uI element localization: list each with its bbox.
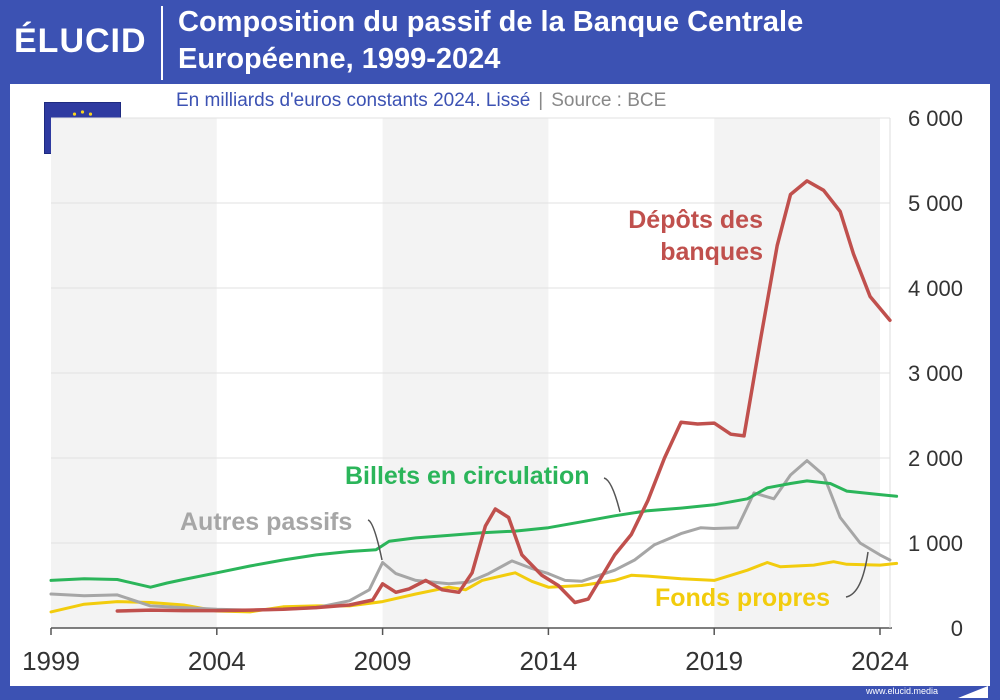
series-label-autres-passifs: Autres passifs [180, 508, 352, 536]
header: ÉLUCID Composition du passif de la Banqu… [0, 0, 1000, 84]
x-tick-label: 1999 [22, 646, 80, 676]
x-tick-label: 2004 [188, 646, 246, 676]
y-tick-label: 6 000 [908, 106, 963, 131]
title-line-1: Composition du passif de la Banque Centr… [178, 6, 804, 38]
x-tick-label: 2009 [354, 646, 412, 676]
x-tick-label: 2014 [519, 646, 577, 676]
elucid-logo: ÉLUCID [14, 22, 147, 60]
x-tick-label: 2019 [685, 646, 743, 676]
y-tick-label: 1 000 [908, 531, 963, 556]
y-tick-label: 2 000 [908, 446, 963, 471]
chart-subtitle: En milliards d'euros constants 2024. Lis… [176, 90, 666, 112]
subtitle-separator: | [538, 90, 544, 111]
y-tick-label: 0 [951, 616, 963, 641]
series-label-d-p-ts-des-banques: banques [660, 238, 763, 266]
source-text: Source : BCE [551, 90, 667, 111]
y-tick-label: 5 000 [908, 191, 963, 216]
leader-line [367, 519, 383, 561]
leader-line [603, 477, 621, 513]
series-label-d-p-ts-des-banques: Dépôts des [628, 206, 763, 234]
y-tick-label: 3 000 [908, 361, 963, 386]
series-label-fonds-propres: Fonds propres [655, 584, 830, 612]
footer-url: www.elucid.media [866, 686, 939, 696]
subtitle-text: En milliards d'euros constants 2024. Lis… [176, 90, 531, 111]
series-line-d-p-ts-des-banques [115, 179, 892, 613]
leader-line [845, 551, 869, 598]
y-tick-label: 4 000 [908, 276, 963, 301]
x-tick-label: 2024 [851, 646, 909, 676]
series-label-billets-en-circulation: Billets en circulation [345, 462, 590, 490]
chart-title: Composition du passif de la Banque Centr… [178, 4, 978, 78]
elucid-mark-icon [958, 686, 988, 698]
header-divider [161, 6, 163, 80]
title-line-2: Européenne, 1999-2024 [178, 43, 501, 75]
